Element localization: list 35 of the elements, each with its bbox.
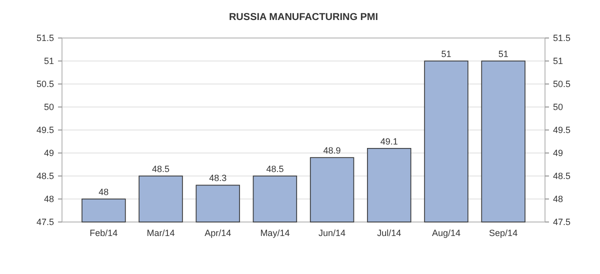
y-tick-label: 48	[44, 194, 54, 204]
x-tick-label: Sep/14	[489, 228, 518, 238]
y-tick-label: 51	[44, 56, 54, 66]
chart-title: RUSSIA MANUFACTURING PMI	[228, 12, 378, 23]
x-tick-label: Feb/14	[90, 228, 118, 238]
y-tick-label: 49.5	[36, 125, 54, 136]
y2-tick-label: 48.5	[553, 171, 571, 182]
y2-tick-label: 49.5	[553, 125, 571, 136]
x-tick-label: Mar/14	[146, 228, 175, 238]
y-tick-label: 51.5	[36, 33, 54, 44]
y-tick-label: 48.5	[36, 171, 54, 182]
x-tick-label: Apr/14	[204, 228, 232, 238]
y2-tick-label: 49	[553, 148, 564, 158]
y-tick-label: 49	[44, 148, 54, 158]
data-label: 48	[98, 187, 109, 197]
y2-tick-label: 50	[553, 102, 564, 112]
data-label: 48.9	[323, 146, 341, 156]
data-label: 48.3	[209, 173, 227, 184]
y2-tick-label: 51.5	[553, 33, 571, 44]
y-tick-label: 50.5	[36, 79, 54, 90]
y-tick-label: 50	[44, 102, 54, 112]
y2-tick-label: 47.5	[553, 217, 571, 228]
y2-tick-label: 50.5	[553, 79, 571, 90]
data-label: 51	[441, 49, 452, 59]
data-label: 51	[498, 49, 508, 59]
x-tick-label: May/14	[260, 228, 290, 238]
data-label: 48.5	[152, 164, 170, 174]
data-label: 48.5	[266, 164, 284, 174]
x-tick-label: Jun/14	[318, 228, 346, 238]
x-tick-label: Aug/14	[432, 228, 460, 238]
data-label: 49.1	[380, 136, 398, 146]
y2-tick-label: 51	[553, 56, 564, 66]
x-tick-label: Jul/14	[377, 228, 402, 238]
y-tick-label: 47.5	[36, 217, 54, 228]
y2-tick-label: 48	[553, 194, 564, 204]
